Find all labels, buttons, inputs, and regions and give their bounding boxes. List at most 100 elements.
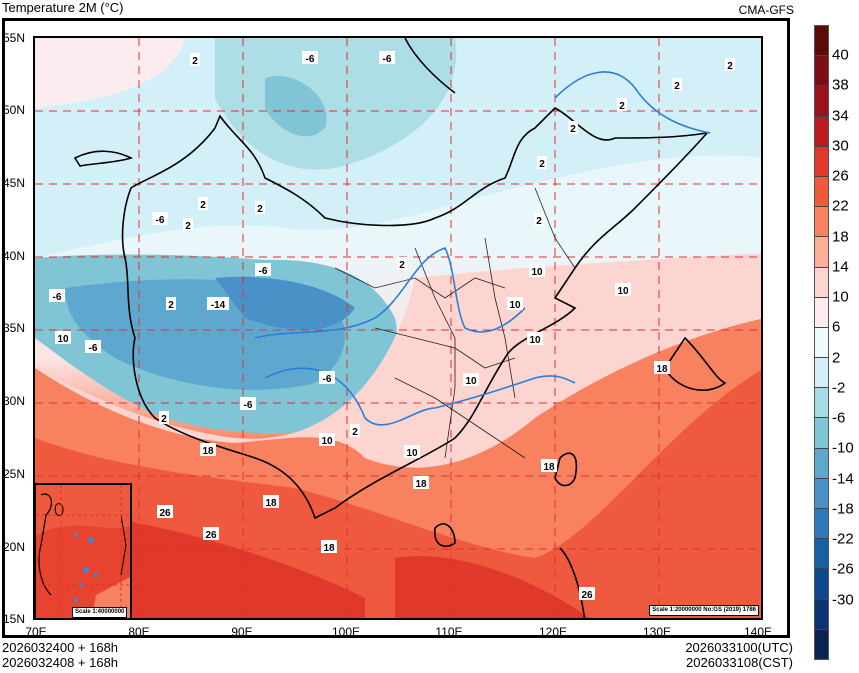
color-legend-label: 34 bbox=[832, 107, 849, 125]
contour-label: 2 bbox=[192, 56, 198, 67]
color-legend-label: -18 bbox=[832, 500, 854, 518]
color-legend bbox=[814, 25, 829, 660]
contour-label-bg bbox=[302, 51, 318, 64]
contour-label-bg bbox=[413, 476, 429, 489]
color-legend-swatch bbox=[815, 629, 828, 659]
contour-label: 18 bbox=[265, 498, 277, 509]
color-legend-label: 26 bbox=[832, 167, 849, 185]
contour-label: 26 bbox=[581, 590, 593, 601]
color-legend-label: 6 bbox=[832, 318, 841, 336]
contour-label-bg bbox=[152, 212, 168, 225]
color-legend-swatch bbox=[815, 207, 828, 238]
color-legend-swatch bbox=[815, 388, 828, 419]
lat-label: 15N bbox=[3, 612, 26, 626]
contour-label-bg bbox=[183, 218, 193, 231]
contour-label-bg bbox=[672, 78, 682, 91]
map-scale: Scale 1:20000000 No:GS (2019) 1786 bbox=[649, 605, 759, 616]
contour-label: 26 bbox=[159, 508, 171, 519]
color-legend-swatch bbox=[815, 478, 828, 509]
contour-label: 2 bbox=[161, 414, 167, 425]
contour-label: -6 bbox=[323, 374, 332, 385]
contour-label: 2 bbox=[619, 101, 625, 112]
color-legend-swatch bbox=[815, 237, 828, 268]
map-canvas: 2 -6 -62 2-62-62 -142-610-6-6-62181021026261… bbox=[35, 38, 761, 618]
color-legend-swatch bbox=[815, 599, 828, 630]
contour-label: 2 bbox=[185, 221, 191, 232]
contour-label-bg bbox=[198, 197, 208, 210]
lon-label: 90E bbox=[231, 625, 253, 639]
contour-label-bg bbox=[397, 257, 407, 270]
contour-label: 10 bbox=[509, 300, 521, 311]
contour-label: 2 bbox=[399, 260, 405, 271]
contour-label: 26 bbox=[205, 530, 217, 541]
color-legend-swatch bbox=[815, 297, 828, 328]
contour-label-bg bbox=[529, 264, 545, 277]
color-legend-label: 38 bbox=[832, 76, 849, 94]
color-legend-label: 10 bbox=[832, 288, 849, 306]
contour-label-bg bbox=[319, 371, 335, 384]
color-legend-label: 22 bbox=[832, 197, 849, 215]
init-time-utc: 2026032400 + 168h bbox=[2, 640, 119, 655]
contour-label-bg bbox=[537, 156, 547, 169]
color-legend-label: 14 bbox=[832, 258, 849, 276]
lat-label: 50N bbox=[3, 103, 26, 117]
color-legend-swatch bbox=[815, 448, 828, 479]
temperature-map: 2 -6 -6 2 2 -6 2 -6 2 -14 2 -6 10 -6 -6 -6 2 18 10 2 10 26 26 1… bbox=[33, 36, 763, 620]
color-legend-swatch bbox=[815, 267, 828, 298]
contour-label-bg bbox=[541, 459, 557, 472]
color-legend-swatch bbox=[815, 176, 828, 208]
contour-label-bg bbox=[200, 443, 216, 456]
contour-label: -6 bbox=[259, 266, 268, 277]
contour-label: 18 bbox=[202, 446, 214, 457]
color-legend-label: 40 bbox=[832, 46, 849, 64]
contour-label-bg bbox=[615, 283, 631, 296]
contour-label: 2 bbox=[570, 124, 576, 135]
contour-label: 2 bbox=[168, 300, 174, 311]
contour-label-bg bbox=[207, 297, 229, 310]
contour-label-bg bbox=[55, 331, 71, 344]
contour-label-bg bbox=[255, 263, 271, 276]
contour-label-bg bbox=[263, 495, 279, 508]
lon-label: 130E bbox=[642, 625, 672, 639]
color-legend-label: -10 bbox=[832, 439, 854, 457]
contour-label-bg bbox=[190, 53, 200, 66]
color-legend-swatch bbox=[815, 116, 828, 147]
contour-label-bg bbox=[725, 58, 735, 71]
contour-label: 18 bbox=[415, 479, 427, 490]
contour-label: 10 bbox=[321, 436, 333, 447]
valid-time: 2026033100(UTC) 2026033108(CST) bbox=[685, 640, 793, 670]
contour-label-bg bbox=[350, 424, 360, 437]
contour-label-bg bbox=[654, 361, 670, 374]
contour-label: -6 bbox=[244, 400, 253, 411]
lon-label: 100E bbox=[331, 625, 361, 639]
color-legend-swatch bbox=[815, 86, 828, 117]
color-legend-swatch bbox=[815, 56, 828, 87]
inset-scale: Scale 1:40000000 bbox=[72, 607, 128, 618]
contour-label: 10 bbox=[531, 267, 543, 278]
contour-label-bg bbox=[568, 121, 578, 134]
contour-label-bg bbox=[49, 289, 65, 302]
contour-label: 10 bbox=[617, 286, 629, 297]
contour-label-bg bbox=[404, 445, 420, 458]
color-legend-swatch bbox=[815, 569, 828, 600]
valid-time-utc: 2026033100(UTC) bbox=[685, 640, 793, 655]
init-time-cst: 2026032408 + 168h bbox=[2, 655, 119, 670]
south-china-sea-inset: Scale 1:40000000 bbox=[35, 483, 132, 618]
lon-label: 140E bbox=[743, 625, 773, 639]
lat-label: 45N bbox=[3, 176, 26, 190]
contour-label: 10 bbox=[57, 334, 69, 345]
color-legend-swatch bbox=[815, 418, 828, 449]
model-name: CMA-GFS bbox=[738, 3, 794, 17]
lat-label: 40N bbox=[3, 249, 26, 263]
contour-label: 2 bbox=[674, 81, 680, 92]
color-legend-label: -6 bbox=[832, 409, 846, 427]
contour-label-bg bbox=[85, 340, 101, 353]
contour-label: 2 bbox=[727, 61, 733, 72]
lon-label: 80E bbox=[128, 625, 150, 639]
contour-label-bg bbox=[319, 433, 335, 446]
contour-label: -6 bbox=[383, 54, 392, 65]
contour-label: -6 bbox=[53, 292, 62, 303]
lat-label: 35N bbox=[3, 321, 26, 335]
chart-title: Temperature 2M (°C) bbox=[2, 0, 124, 15]
color-legend-swatch bbox=[815, 509, 828, 540]
